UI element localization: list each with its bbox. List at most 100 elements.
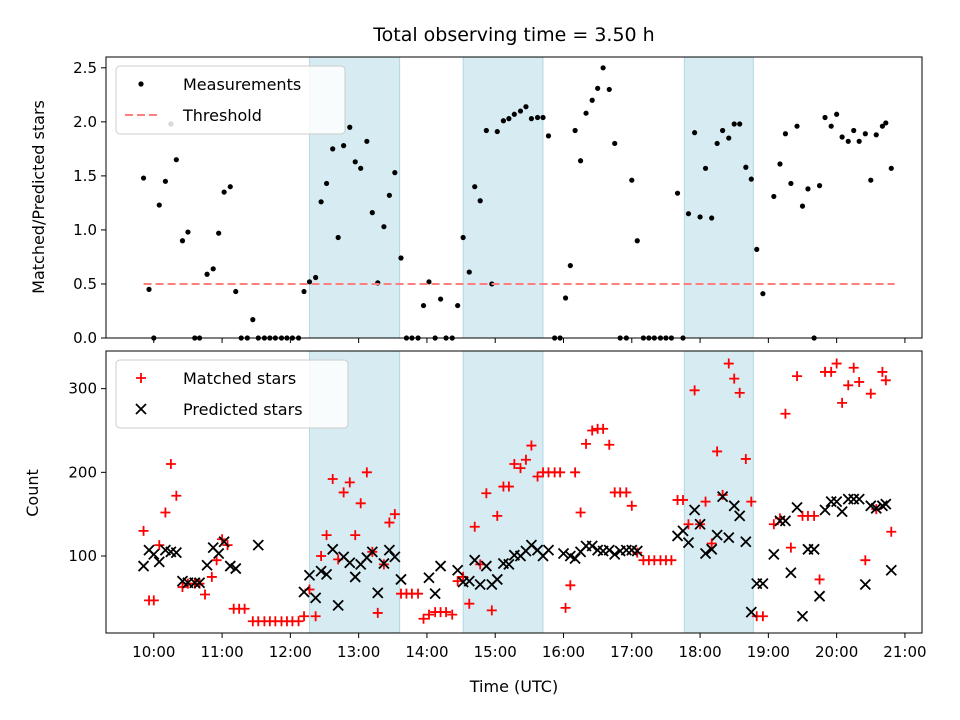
matched-star-point	[880, 375, 891, 386]
measurement-point	[562, 295, 569, 301]
matched-star-point	[689, 385, 700, 396]
matched-star-point	[621, 487, 632, 498]
bottom-x-tick-label: 16:00	[542, 643, 585, 661]
matched-star-point	[299, 611, 310, 622]
matched-star-point	[327, 474, 338, 485]
predicted-star-point	[740, 536, 752, 548]
bottom-highlight-band	[462, 350, 544, 634]
measurement-point	[595, 85, 601, 91]
chart-title: Total observing time = 3.50 h	[372, 24, 654, 46]
predicted-star-point	[218, 536, 230, 548]
matched-star-point	[384, 517, 395, 528]
measurement-point	[748, 176, 754, 182]
measurement-point	[883, 120, 889, 126]
predicted-star-point	[344, 557, 356, 569]
matched-star-point	[469, 521, 480, 532]
predicted-star-point	[757, 577, 769, 590]
measurement-point	[788, 180, 794, 187]
measurement-point	[879, 123, 885, 129]
measurement-point	[318, 199, 324, 205]
matched-star-point	[310, 611, 321, 622]
predicted-star-point	[153, 556, 165, 568]
measurement-point	[392, 170, 398, 176]
measurement-point	[210, 266, 216, 272]
top-highlight-band	[683, 56, 754, 339]
matched-star-point	[843, 380, 854, 391]
predicted-star-point	[631, 545, 643, 557]
measurement-point	[301, 288, 307, 295]
predicted-star-point	[711, 529, 723, 541]
measurement-point	[335, 234, 341, 241]
predicted-star-point	[423, 572, 435, 584]
measurement-point	[381, 224, 387, 230]
measurement-point	[398, 255, 404, 261]
bottom-axes-frame	[105, 350, 923, 634]
measurement-point	[140, 175, 147, 181]
matched-star-point	[729, 373, 740, 384]
measurement-point	[816, 183, 823, 189]
predicted-star-point	[252, 539, 264, 551]
measurement-point	[577, 158, 584, 164]
measurement-point	[341, 143, 347, 149]
measurement-point	[697, 214, 703, 220]
measurement-point	[634, 238, 640, 244]
bottom-y-tick-label: 300	[68, 380, 97, 398]
matched-star-point	[555, 467, 566, 478]
predicted-star-point	[734, 510, 746, 522]
measurement-point	[888, 165, 894, 171]
matched-star-point	[848, 362, 859, 373]
matched-star-point	[239, 603, 250, 614]
predicted-star-point	[503, 558, 515, 571]
measurement-point	[437, 296, 444, 302]
matched-star-point	[860, 555, 871, 566]
matched-star-point	[587, 425, 598, 436]
measurement-point	[364, 138, 370, 144]
matched-star-point	[148, 595, 159, 606]
measurement-point	[743, 164, 749, 170]
matched-star-point	[138, 525, 149, 536]
measurement-point	[720, 127, 726, 134]
matched-star-point	[826, 366, 837, 377]
predicted-star-point	[603, 544, 615, 556]
matched-star-point	[809, 510, 820, 521]
predicted-star-point	[682, 536, 695, 549]
matched-star-point	[321, 530, 332, 541]
predicted-star-point	[813, 590, 826, 602]
legend-matched-marker	[136, 373, 146, 383]
bottom-x-tick-label: 12:00	[269, 643, 312, 661]
predicted-star-point	[378, 557, 390, 570]
measurement-point	[856, 138, 862, 144]
measurement-point	[834, 111, 840, 117]
measurement-point	[771, 193, 777, 200]
top-axes-frame	[105, 56, 923, 339]
predicted-star-point	[723, 531, 735, 544]
matched-star-point	[581, 438, 592, 449]
matched-star-point	[486, 605, 497, 616]
top-panel: 0.0 0.5 1.0 1.5 2.0 2.5 Measurements Threshold	[73, 56, 923, 347]
predicted-star-point	[137, 560, 150, 572]
measurement-point	[692, 130, 698, 136]
matched-star-point	[700, 496, 711, 507]
legend-predicted-marker	[135, 403, 147, 415]
matched-star-point	[338, 487, 349, 498]
x-axis-label: Time (UTC)	[469, 677, 558, 696]
top-y-tick-label: 0.5	[73, 275, 97, 293]
matched-star-point	[831, 358, 842, 369]
matched-star-point	[464, 598, 475, 609]
predicted-star-point	[434, 560, 447, 572]
matched-star-point	[154, 540, 165, 551]
predicted-star-point	[586, 540, 598, 552]
predicted-star-point	[189, 577, 201, 589]
matched-star-point	[757, 611, 768, 622]
predicted-star-point	[885, 564, 897, 576]
matched-star-point	[350, 530, 361, 541]
top-y-tick-label: 0.0	[73, 329, 97, 347]
measurement-point	[782, 131, 789, 137]
bottom-x-tick-label: 18:00	[678, 643, 721, 661]
predicted-star-point	[298, 586, 310, 598]
predicted-star-point	[699, 547, 712, 560]
measurement-point	[250, 317, 256, 323]
measurement-point	[185, 229, 191, 235]
predicted-star-point	[853, 493, 865, 505]
predicted-star-point	[796, 610, 809, 622]
